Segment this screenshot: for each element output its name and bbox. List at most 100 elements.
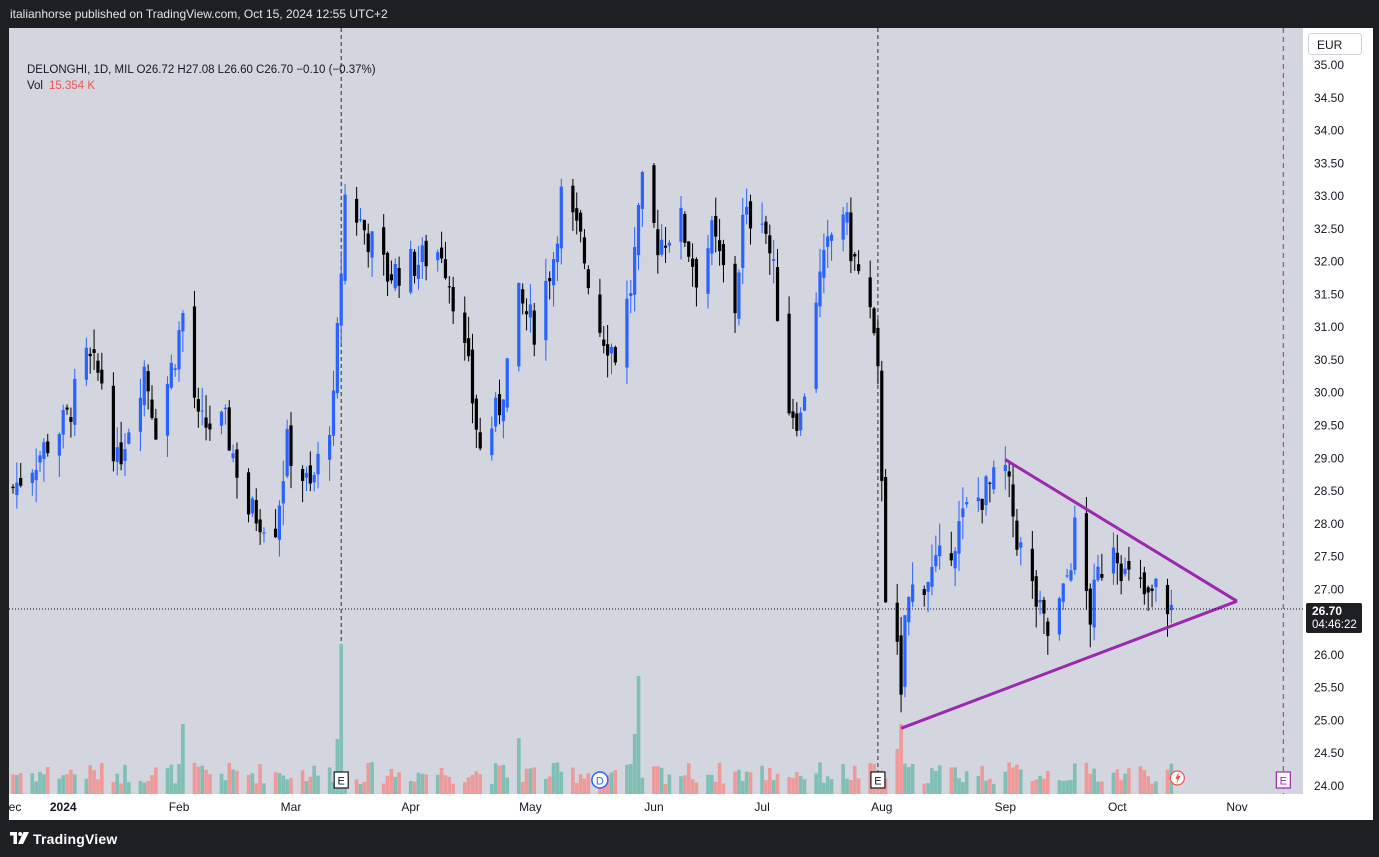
price-tick: 31.50 <box>1314 287 1344 301</box>
candle-body <box>308 465 312 484</box>
volume-bar <box>1003 771 1008 794</box>
candle-body <box>393 263 397 289</box>
volume-bar <box>466 777 471 794</box>
candle-body <box>845 212 849 223</box>
volume-bar <box>1084 762 1089 794</box>
earnings-marker-icon <box>870 771 886 789</box>
candle-body <box>119 442 123 465</box>
candle-body <box>1034 576 1038 607</box>
currency-button[interactable]: EUR <box>1308 33 1362 55</box>
candle-body <box>907 596 911 623</box>
price-tick: 31.00 <box>1314 320 1344 334</box>
volume-bar <box>335 739 340 794</box>
candle-body <box>775 267 780 322</box>
candle-body <box>92 349 96 353</box>
volume-bar <box>308 776 313 794</box>
volume-bar <box>1034 779 1039 794</box>
volume-bar <box>771 780 776 794</box>
volume-bar <box>397 772 401 794</box>
candle-body <box>690 258 695 267</box>
volume-bar <box>408 780 413 794</box>
volume-bar <box>462 782 467 794</box>
candle-body <box>799 412 803 431</box>
earnings-marker-label: E <box>1280 776 1287 788</box>
candle-body <box>772 259 776 261</box>
candle-body <box>1057 598 1061 635</box>
volume-bar <box>231 769 235 794</box>
volume-bar <box>547 776 552 794</box>
time-tick: ec <box>9 800 21 814</box>
candle-body <box>706 248 710 294</box>
candle-body <box>262 532 266 534</box>
volume-bar <box>532 767 537 794</box>
candle-body <box>424 240 428 267</box>
volume-bar <box>609 772 614 794</box>
candle-body <box>822 249 826 278</box>
candle-body <box>111 385 115 462</box>
price-tick: 32.50 <box>1314 222 1344 236</box>
tradingview-logo-icon <box>10 832 29 844</box>
candle-body <box>123 449 127 461</box>
candle-body <box>42 442 46 459</box>
candle-body <box>88 353 92 357</box>
volume-bar <box>200 765 204 794</box>
candle-body <box>1100 574 1104 578</box>
volume-bar <box>1165 769 1170 794</box>
volume-bar <box>92 769 96 794</box>
time-axis[interactable]: ec 2024 Feb Mar Apr May Jun Jul Aug Sep Oct Nov <box>9 794 1303 820</box>
earnings-marker-label: E <box>338 776 345 788</box>
candle-body <box>625 298 629 368</box>
volume-bar <box>559 771 564 794</box>
time-tick: Feb <box>169 800 190 814</box>
price-tick: 26.00 <box>1314 648 1344 662</box>
volume-bar <box>1011 767 1015 794</box>
candle-body <box>65 407 69 410</box>
dividend-marker-icon <box>591 771 609 789</box>
time-tick: May <box>519 800 542 814</box>
candle-body <box>524 311 529 315</box>
candle-body <box>231 453 235 459</box>
volume-bar <box>520 781 525 794</box>
candle-body <box>494 397 498 427</box>
candle-body <box>853 253 857 257</box>
price-axis[interactable]: 24.0024.5025.0025.5026.0026.5027.0027.50… <box>1303 28 1373 794</box>
candle-body <box>652 165 656 223</box>
volume-value: 15.354 K <box>49 80 96 92</box>
candle-body <box>204 417 208 428</box>
candle-body <box>548 278 552 282</box>
volume-bar <box>632 734 637 794</box>
volume-bar <box>1088 773 1093 794</box>
volume-bar <box>150 775 154 794</box>
volume-bar <box>69 769 73 794</box>
candle-body <box>127 432 131 444</box>
volume-bar <box>690 779 695 794</box>
candle-body <box>521 289 525 304</box>
candle-body <box>208 423 212 430</box>
volume-bar <box>138 780 143 794</box>
volume-bar <box>957 778 961 794</box>
candle-body <box>343 194 347 281</box>
price-tick: 29.50 <box>1314 419 1344 433</box>
candle-body <box>559 186 563 249</box>
candle-body <box>382 227 386 255</box>
candle-body <box>606 344 610 356</box>
volume-bar <box>1138 766 1143 794</box>
volume-bar <box>57 778 62 794</box>
candle-body <box>826 236 830 247</box>
candle-body <box>250 498 254 514</box>
candle-body <box>884 476 888 603</box>
publisher-text: italianhorse published on TradingView.co… <box>10 7 388 21</box>
volume-bar <box>683 775 687 794</box>
candle-body <box>818 271 822 307</box>
volume-bar <box>497 765 502 794</box>
volume-bar <box>802 779 807 794</box>
volume-bar <box>219 773 224 794</box>
chart-pane[interactable]: E D E E DELONGHI, 1D, MIL O26.72 H27.08 L26… <box>9 28 1303 794</box>
candle-body <box>1138 577 1143 579</box>
volume-bar <box>300 770 305 794</box>
volume-bar <box>818 762 822 794</box>
candle-body <box>748 201 753 229</box>
volume-bar <box>667 774 672 794</box>
candle-body <box>544 280 548 341</box>
